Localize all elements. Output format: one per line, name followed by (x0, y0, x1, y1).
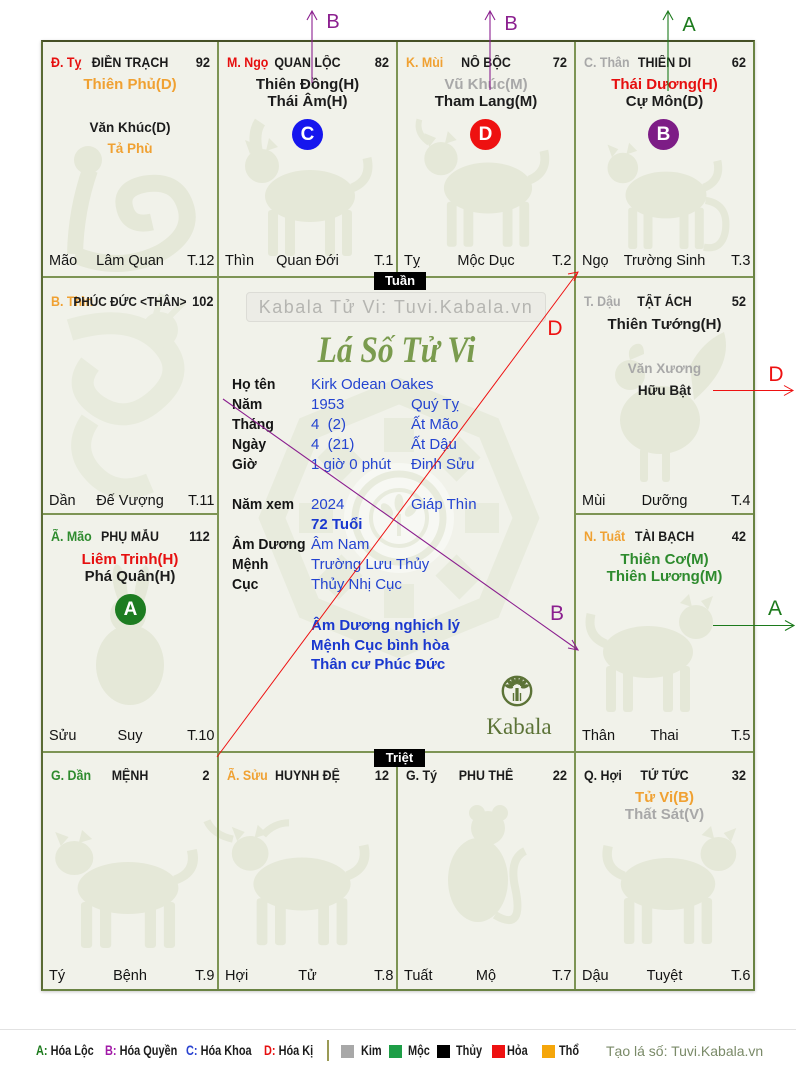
svg-text:Kabala: Kabala (486, 714, 551, 739)
svg-text:B: B (504, 13, 517, 35)
svg-text:A: A (682, 14, 696, 36)
svg-text:A: A (768, 597, 782, 620)
svg-text:D: D (547, 317, 562, 340)
svg-text:D: D (768, 363, 783, 386)
svg-text:B: B (326, 11, 339, 33)
svg-text:B: B (550, 602, 564, 625)
